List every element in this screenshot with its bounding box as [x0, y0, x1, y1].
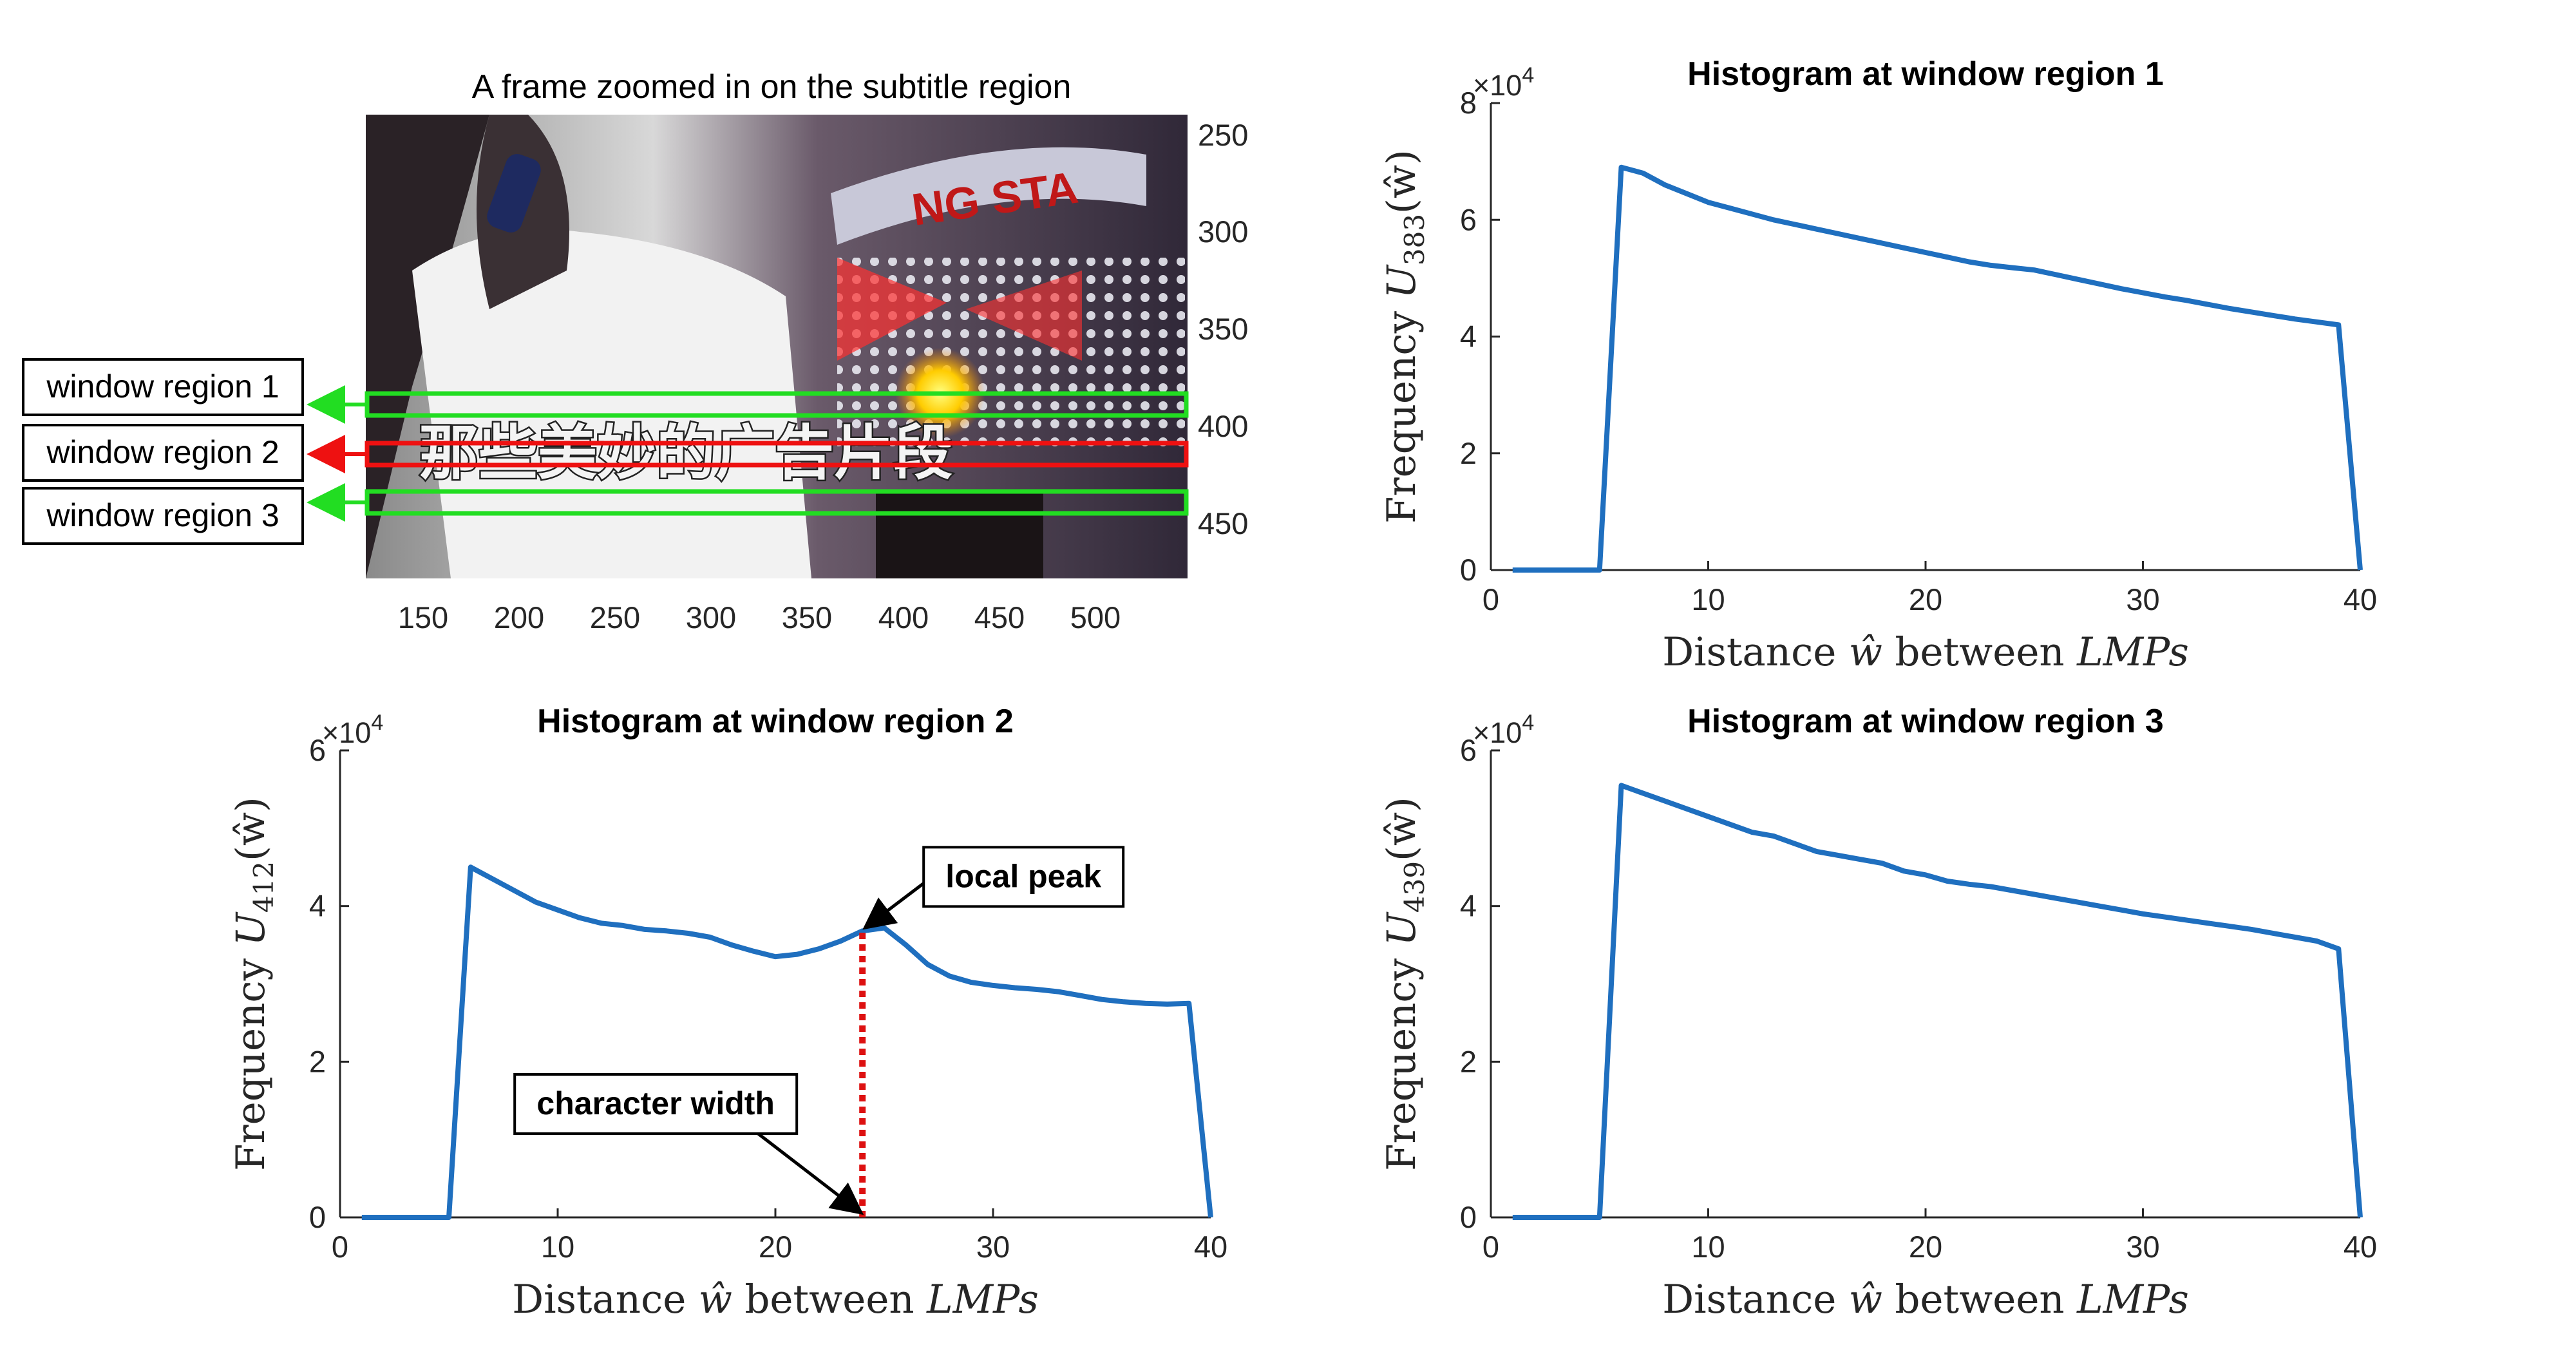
chart-title: Histogram at window region 2: [537, 703, 1014, 740]
frame-x-tick: 150: [398, 600, 448, 634]
chart-3: Histogram at window region 3 0 10 20 30 40 0 2 4…: [1379, 703, 2377, 1322]
y-tick-label: 0: [309, 1200, 326, 1234]
frame-x-tick: 450: [974, 600, 1025, 634]
region-label-2: window region 2: [22, 424, 304, 482]
frame-y-tick: 400: [1198, 409, 1248, 443]
y-tick-label: 6: [309, 733, 326, 767]
x-tick-label: 0: [1482, 1230, 1499, 1264]
exponent-label: ×104: [322, 710, 383, 749]
y-axis-label: Frequency U439(ŵ): [1379, 797, 1430, 1171]
subtitle-text: 那些美妙的广告片段: [419, 419, 952, 488]
y-tick-label: 2: [309, 1044, 326, 1078]
frame-x-ticks: 150 200 250 300 350 400 450 500: [398, 600, 1121, 634]
video-frame: NG STA 那些美妙的广告片段: [366, 115, 1188, 578]
character-width-arrow: [757, 1132, 864, 1215]
frame-y-tick: 350: [1198, 312, 1248, 346]
x-tick-label: 0: [1482, 582, 1499, 616]
x-tick-label: 20: [1909, 582, 1942, 616]
x-tick-label: 30: [976, 1230, 1010, 1264]
exponent-label: ×104: [1473, 710, 1534, 749]
svg-text:window region 3: window region 3: [46, 497, 279, 533]
frame-x-tick: 400: [878, 600, 929, 634]
y-tick-label: 4: [309, 889, 326, 923]
x-tick-label: 40: [2344, 1230, 2377, 1264]
x-tick-label: 20: [1909, 1230, 1942, 1264]
chart-title: Histogram at window region 3: [1687, 703, 2164, 740]
y-tick-label: 0: [1460, 553, 1477, 587]
y-tick-label: 2: [1460, 436, 1477, 470]
y-tick-label: 8: [1460, 86, 1477, 120]
series-line: [1512, 164, 2363, 573]
y-tick-label: 6: [1460, 733, 1477, 767]
local-peak-label: local peak: [945, 858, 1101, 894]
y-tick-label: 4: [1460, 319, 1477, 354]
frame-x-tick: 200: [494, 600, 544, 634]
exponent-label: ×104: [1473, 63, 1534, 102]
character-width-label: character width: [536, 1085, 775, 1121]
frame-y-tick: 250: [1198, 118, 1248, 152]
frame-x-tick: 500: [1070, 600, 1121, 634]
y-tick-label: 2: [1460, 1044, 1477, 1078]
series-line: [361, 864, 1213, 1220]
x-tick-label: 10: [541, 1230, 574, 1264]
region-label-1: window region 1: [22, 358, 304, 416]
y-tick-label: 0: [1460, 1200, 1477, 1234]
region-label-3: window region 3: [22, 487, 304, 545]
x-tick-label: 0: [332, 1230, 348, 1264]
local-peak-arrow: [862, 882, 925, 930]
x-tick-label: 30: [2126, 1230, 2159, 1264]
chart-title: Histogram at window region 1: [1687, 55, 2164, 93]
chart-2: Histogram at window region 2 0 10 20 30 40 0 2 4…: [228, 703, 1227, 1322]
y-tick-label: 6: [1460, 202, 1477, 236]
svg-text:window region 1: window region 1: [46, 368, 279, 405]
y-axis-label: Frequency U412(ŵ): [228, 797, 279, 1171]
x-tick-label: 10: [1691, 1230, 1725, 1264]
x-tick-label: 30: [2126, 582, 2159, 616]
frame-x-tick: 350: [782, 600, 832, 634]
svg-text:window region 2: window region 2: [46, 434, 279, 470]
frame-title: A frame zoomed in on the subtitle region: [472, 68, 1072, 106]
x-tick-label: 20: [759, 1230, 792, 1264]
series-line: [1512, 783, 2363, 1220]
y-axis-label: Frequency U383(ŵ): [1379, 149, 1430, 524]
y-tick-label: 4: [1460, 889, 1477, 923]
frame-y-ticks: 250 300 350 400 450: [1198, 118, 1248, 540]
chart-panels: Histogram at window region 10 10 20 30 40024…: [228, 55, 2377, 1322]
local-peak-box: [922, 846, 1125, 908]
x-tick-label: 10: [1691, 582, 1725, 616]
frame-x-tick: 250: [590, 600, 640, 634]
x-tick-label: 40: [2344, 582, 2377, 616]
x-axis-label: Distance ŵ between LMPs: [512, 1277, 1039, 1322]
x-tick-label: 40: [1194, 1230, 1227, 1264]
character-width-box: [513, 1073, 799, 1135]
x-axis-label: Distance ŵ between LMPs: [1662, 629, 2189, 675]
x-axis-label: Distance ŵ between LMPs: [1662, 1277, 2189, 1322]
chart-1: Histogram at window region 1 0 10 20 30 40 0 2 4…: [1379, 55, 2377, 675]
frame-y-tick: 300: [1198, 214, 1248, 249]
frame-x-tick: 300: [686, 600, 736, 634]
frame-panel: A frame zoomed in on the subtitle region…: [22, 68, 1248, 634]
frame-y-tick: 450: [1198, 506, 1248, 540]
